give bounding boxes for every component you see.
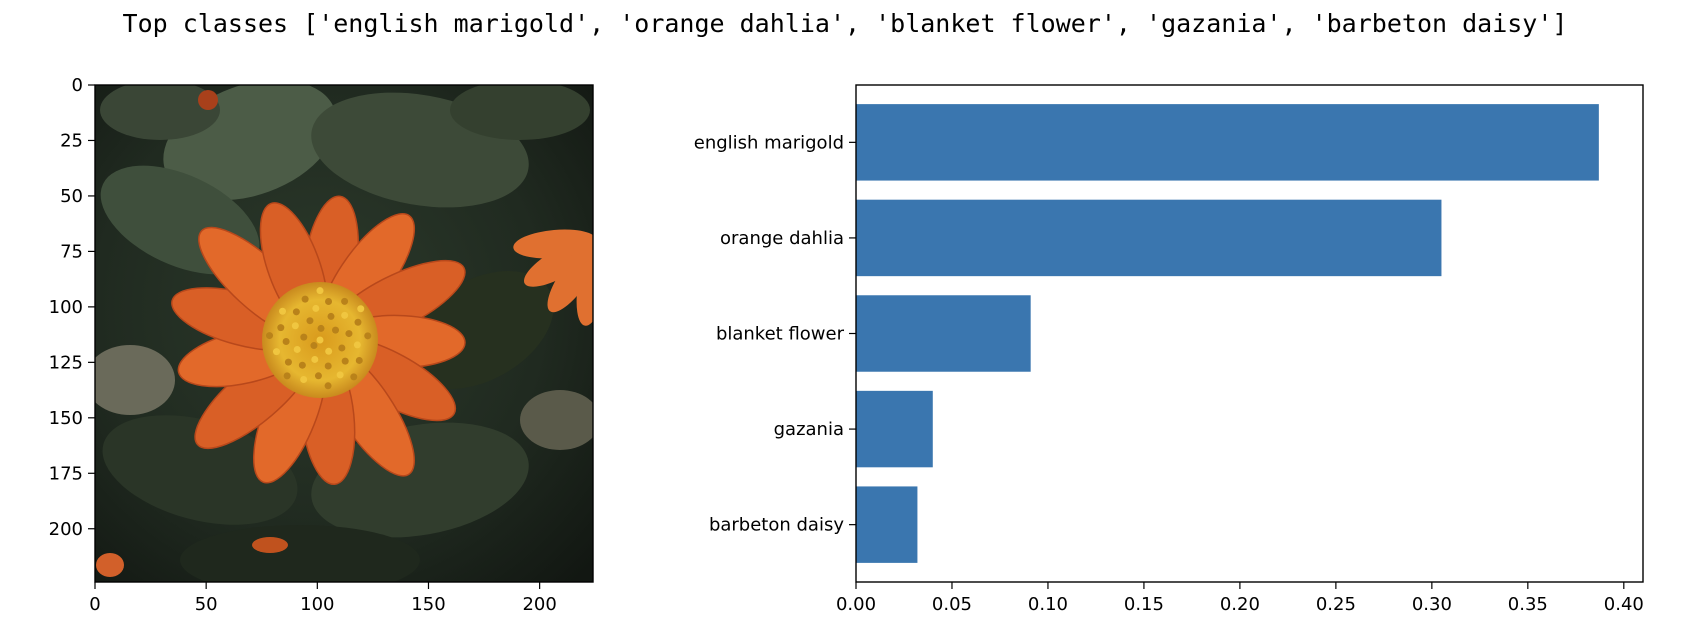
center-floret xyxy=(354,318,362,326)
image-x-tick-label: 150 xyxy=(411,594,445,615)
image-y-tick-label: 75 xyxy=(60,241,83,262)
center-floret xyxy=(325,347,333,355)
image-x-tick-label: 200 xyxy=(522,594,556,615)
bar xyxy=(856,199,1442,277)
partial-petal xyxy=(597,229,685,290)
bar-x-tick-label: 0.35 xyxy=(1508,594,1548,615)
image-y-tick-label: 50 xyxy=(60,186,83,207)
image-x-tick-label: 50 xyxy=(195,594,218,615)
bar-x-tick-label: 0.40 xyxy=(1604,594,1644,615)
image-y-tick-label: 175 xyxy=(49,463,83,484)
center-floret xyxy=(301,295,309,303)
bar-x-tick-label: 0.05 xyxy=(932,594,972,615)
bar-x-ticks: 0.00 0.05 0.10 0.15 0.20 0.25 0.30 0.35 0.40 xyxy=(836,582,1644,615)
image-y-tick-label: 25 xyxy=(60,130,83,151)
image-y-tick-label: 200 xyxy=(49,519,83,540)
bar-x-tick-label: 0.15 xyxy=(1124,594,1164,615)
bar-x-tick-label: 0.10 xyxy=(1028,594,1068,615)
bar-y-ticks: english marigold orange dahlia blanket flo… xyxy=(694,132,856,536)
image-y-tick-label: 100 xyxy=(49,297,83,318)
center-floret xyxy=(327,312,335,320)
center-floret xyxy=(298,361,306,369)
center-floret xyxy=(324,362,332,370)
center-floret xyxy=(273,348,281,356)
center-floret xyxy=(317,324,325,332)
bar xyxy=(856,104,1599,181)
center-floret xyxy=(364,332,372,340)
bars xyxy=(856,104,1599,563)
center-floret xyxy=(316,287,324,295)
center-floret xyxy=(311,355,319,363)
bar-y-tick-label: barbeton daisy xyxy=(709,515,844,536)
bar-x-tick-label: 0.25 xyxy=(1316,594,1356,615)
center-floret xyxy=(293,345,301,353)
center-floret xyxy=(350,373,358,381)
partial-petal xyxy=(513,229,593,259)
image-y-tick-label: 125 xyxy=(49,352,83,373)
image-x-tick-label: 0 xyxy=(89,594,100,615)
center-floret xyxy=(312,304,320,312)
image-axes: 0 50 100 150 200 0 25 50 75 100 125 150 175 200 xyxy=(49,75,687,615)
center-floret xyxy=(279,307,287,315)
bar-axes: 0.00 0.05 0.10 0.15 0.20 0.25 0.30 0.35 0.40 eng… xyxy=(694,84,1644,615)
bar-y-tick-label: english marigold xyxy=(694,132,844,153)
bar-x-tick-label: 0.00 xyxy=(836,594,876,615)
partial-petal xyxy=(591,233,666,315)
center-floret xyxy=(300,375,308,383)
bar-y-tick-label: blanket flower xyxy=(716,324,845,345)
image-x-tick-label: 100 xyxy=(300,594,334,615)
partial-petal xyxy=(587,239,636,327)
image-y-tick-label: 150 xyxy=(49,408,83,429)
flower-image xyxy=(95,85,687,582)
figure-title: Top classes ['english marigold', 'orange… xyxy=(123,9,1568,38)
bar-x-tick-label: 0.30 xyxy=(1412,594,1452,615)
center-floret xyxy=(284,358,292,366)
center-floret xyxy=(282,337,290,345)
center-floret xyxy=(314,372,322,380)
center-floret xyxy=(353,341,361,349)
center-floret xyxy=(341,311,349,319)
bar-x-tick-label: 0.20 xyxy=(1220,594,1260,615)
center-floret xyxy=(332,326,340,334)
flower-center-texture xyxy=(266,287,372,390)
center-floret xyxy=(341,357,349,365)
center-floret xyxy=(277,324,285,332)
center-floret xyxy=(291,322,299,330)
image-x-ticks: 0 50 100 150 200 xyxy=(89,582,557,615)
center-floret xyxy=(306,317,314,325)
partial-petal xyxy=(603,226,687,254)
center-floret xyxy=(345,330,353,338)
center-floret xyxy=(341,297,349,305)
bar-y-tick-label: orange dahlia xyxy=(720,228,844,249)
center-floret xyxy=(338,344,346,352)
center-floret xyxy=(357,305,365,313)
center-floret xyxy=(300,333,308,341)
center-floret xyxy=(310,342,318,350)
bar xyxy=(856,390,933,468)
image-y-tick-label: 0 xyxy=(72,75,83,96)
image-frame xyxy=(94,84,594,583)
partial-flower xyxy=(513,226,687,327)
bar xyxy=(856,486,918,563)
center-floret xyxy=(336,371,344,379)
center-floret xyxy=(283,372,291,380)
center-floret xyxy=(316,336,324,344)
image-y-ticks: 0 25 50 75 100 125 150 175 200 xyxy=(49,75,95,540)
bar xyxy=(856,295,1031,372)
center-floret xyxy=(355,356,363,364)
center-floret xyxy=(324,382,332,390)
center-floret xyxy=(266,332,274,340)
bar-y-tick-label: gazania xyxy=(774,419,844,440)
center-floret xyxy=(325,298,333,306)
center-floret xyxy=(292,308,300,316)
